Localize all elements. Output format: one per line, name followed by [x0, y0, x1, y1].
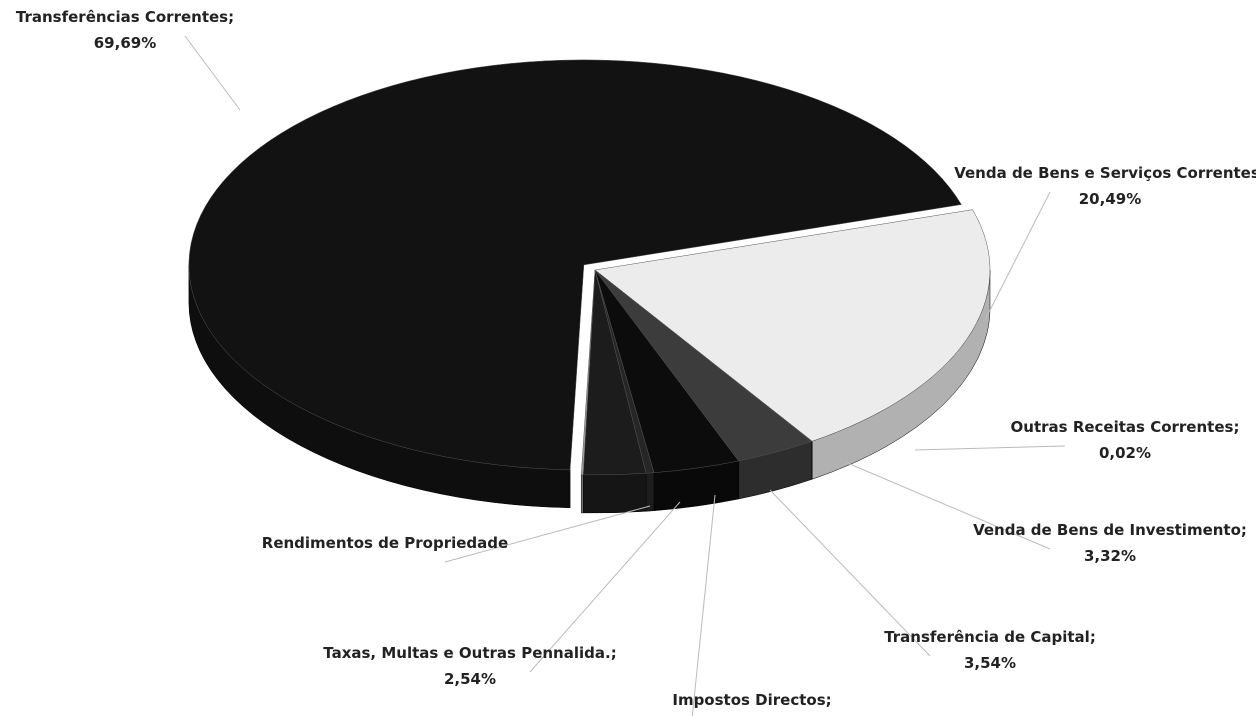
leader-line	[769, 489, 931, 657]
label-name: Taxas, Multas e Outras Pennalida.	[323, 644, 610, 662]
slice	[188, 59, 962, 471]
data-label: Transferências Correntes; 69,69%	[16, 8, 234, 52]
label-separator: ;	[1241, 521, 1247, 539]
leader-line	[184, 35, 241, 111]
label-name: Venda de Bens de Investimento	[973, 521, 1241, 539]
label-value: 20,49%	[1079, 190, 1141, 208]
data-label: Impostos Directos;0,32%	[672, 691, 831, 716]
label-separator: ;	[1233, 418, 1239, 436]
label-name: Transferências Correntes	[16, 8, 228, 26]
label-value: 3,54%	[964, 654, 1016, 672]
leader-line	[914, 445, 1066, 451]
label-value: 69,69%	[94, 34, 156, 52]
label-separator: ;	[611, 644, 617, 662]
data-label: Transferência de Capital; 3,54%	[884, 628, 1096, 672]
label-name: Transferência de Capital	[884, 628, 1090, 646]
data-label: Outras Receitas Correntes; 0,02%	[1011, 418, 1240, 462]
leader-line	[984, 191, 1051, 321]
label-name: Outras Receitas Correntes	[1011, 418, 1234, 436]
leader-line	[844, 461, 1051, 550]
label-name: Venda de Bens e Serviços Correntes	[954, 164, 1256, 182]
data-label: Rendimentos de Propriedade	[262, 534, 508, 552]
leader-line	[691, 494, 716, 716]
slice-side	[645, 472, 655, 512]
leader-line	[529, 501, 681, 673]
data-label: Taxas, Multas e Outras Pennalida.; 2,54%	[323, 644, 616, 688]
slice-side	[582, 473, 647, 514]
label-separator: ;	[228, 8, 234, 26]
slice	[580, 269, 596, 476]
label-separator: ;	[826, 691, 832, 709]
label-name: Impostos Directos	[672, 691, 825, 709]
data-label: Venda de Bens e Serviços Correntes;20,49…	[954, 164, 1256, 208]
leader-line	[444, 505, 651, 563]
slice-side	[580, 474, 584, 514]
label-value: 2,54%	[444, 670, 496, 688]
label-value: 3,32%	[1084, 547, 1136, 565]
label-name: Rendimentos de Propriedade	[262, 534, 508, 552]
label-value: 0,02%	[1099, 444, 1151, 462]
label-separator: ;	[1090, 628, 1096, 646]
data-label: Venda de Bens de Investimento; 3,32%	[973, 521, 1247, 565]
slice	[594, 209, 991, 442]
